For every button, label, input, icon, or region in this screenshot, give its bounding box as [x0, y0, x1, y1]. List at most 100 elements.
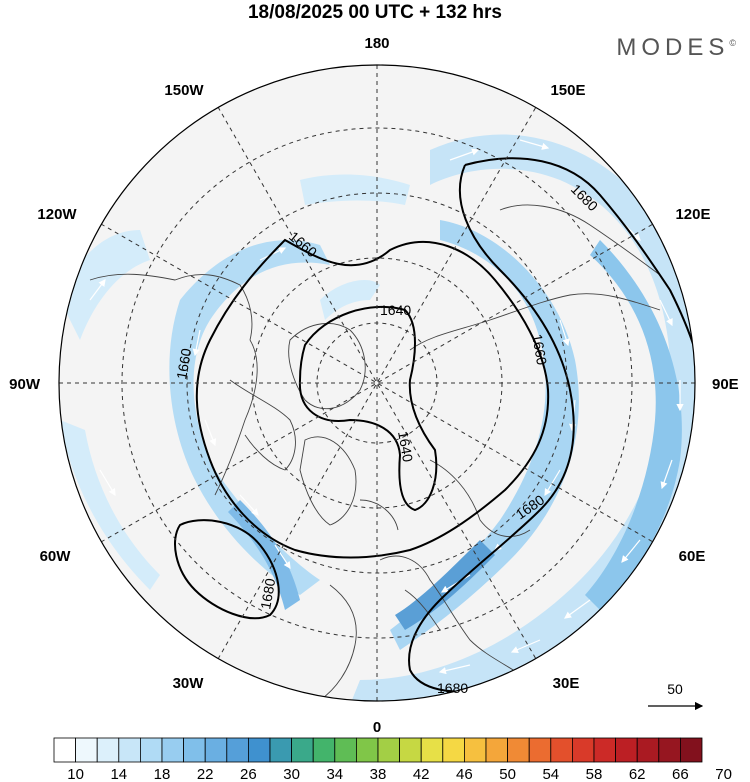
colorbar-box [96, 737, 120, 763]
contour-label: 1680 [437, 680, 468, 696]
wind-vector [510, 639, 541, 653]
contour-label: 1640 [380, 302, 411, 318]
wind-speed-shading [60, 134, 695, 701]
colorbar-box [572, 737, 595, 763]
colorbar-tick-label: 66 [672, 766, 689, 782]
colorbar-box [463, 737, 487, 763]
colorbar-box [183, 737, 206, 763]
colorbar-box [615, 737, 638, 763]
reference-vector: 50 [648, 681, 704, 711]
meridian-30w-150e [217, 106, 537, 660]
colorbar-tick-label: 54 [542, 766, 559, 782]
wind-vector [519, 139, 550, 150]
wind-vector [192, 329, 201, 357]
wind-vector [239, 494, 259, 516]
map-title: 18/08/2025 00 UTC + 132 hrs [247, 2, 503, 23]
colorbar-box [593, 737, 617, 763]
contour-1660 [195, 238, 550, 559]
lon-label-60e: 60E [679, 548, 706, 565]
wind-vector [99, 469, 116, 497]
colorbar-box [247, 737, 271, 763]
height-contours [174, 157, 695, 693]
coast-mediterranean [404, 589, 441, 631]
jet-core-atlantic [228, 500, 300, 610]
colorbar-tick-label: 10 [67, 766, 84, 782]
colorbar-tick-label: 30 [283, 766, 300, 782]
colorbar-box [442, 737, 465, 763]
meridian-150w-30e [217, 106, 537, 660]
colorbar-tick-label: 50 [499, 766, 516, 782]
colorbar-tick-label: 42 [413, 766, 430, 782]
coast-hudson-bay [229, 379, 296, 471]
wind-vector [660, 459, 673, 490]
contour-1680-south [408, 164, 575, 693]
colorbar-box [658, 737, 681, 763]
lon-label-60w: 60W [40, 548, 72, 565]
colorbar-boxes [53, 737, 703, 763]
colorbar-box [204, 737, 228, 763]
colorbar-box [334, 737, 357, 763]
lon-label-150e: 150E [550, 82, 585, 99]
colorbar-box [680, 737, 703, 763]
colorbar: 10 14 18 22 26 30 34 38 42 46 50 54 58 62 66 70 [53, 737, 732, 782]
contour-label: 1640 [395, 430, 416, 464]
coast-east-asia [499, 204, 661, 276]
wind-vector [564, 599, 591, 619]
coastlines [89, 204, 661, 701]
contour-1680-east [464, 157, 695, 411]
coast-iceland [359, 499, 399, 531]
brand-mark: © [729, 38, 736, 48]
colorbar-tick-label: 34 [326, 766, 343, 782]
latitude-circle [121, 127, 633, 639]
colorbar-box [399, 737, 422, 763]
wind-vector [449, 148, 480, 161]
brand-logo: MODES© [616, 34, 736, 62]
jet-band-arctic [300, 174, 410, 205]
contour-label: 1660 [529, 333, 550, 367]
colorbar-box [420, 737, 444, 763]
contour-label: 1680 [257, 577, 278, 611]
wind-vector [204, 419, 217, 447]
meridian-60w-120e [100, 223, 654, 543]
colorbar-tick-label: 22 [197, 766, 214, 782]
colorbar-tick-label: 46 [456, 766, 473, 782]
lon-label-90w: 90W [9, 376, 41, 393]
colorbar-tick-label: 62 [629, 766, 646, 782]
wind-vector [621, 539, 641, 563]
lon-label-30e: 30E [553, 675, 580, 692]
map-border [58, 64, 696, 702]
coast-iberia [319, 584, 357, 701]
reference-vector-label: 50 [667, 681, 683, 697]
colorbar-box [226, 737, 249, 763]
brand-name: MODES [616, 34, 730, 61]
graticule [59, 65, 695, 701]
lon-label-30w: 30W [173, 675, 205, 692]
wind-vector [438, 664, 471, 675]
colorbar-tick-label: 70 [715, 766, 732, 782]
colorbar-box [53, 737, 77, 763]
wind-vector [544, 469, 561, 497]
colorbar-box [139, 737, 163, 763]
colorbar-box [291, 737, 314, 763]
wind-vector [559, 319, 570, 347]
lon-label-150w: 150W [164, 82, 204, 99]
colorbar-tick-label: 58 [586, 766, 603, 782]
meridian-120w-60e [100, 223, 654, 543]
wind-vector [659, 299, 673, 327]
coast-europe [379, 555, 541, 691]
map-disc [59, 65, 695, 701]
colorbar-box [377, 737, 401, 763]
longitude-labels: 180 0 90W 90E 150W 120W 150E 120E 60W 30… [9, 35, 739, 736]
jet-band-southwest [60, 420, 160, 590]
coast-alaska [89, 273, 253, 341]
coast-scandinavia [429, 459, 531, 537]
colorbar-box [269, 737, 293, 763]
colorbar-tick-label: 18 [154, 766, 171, 782]
wind-vector [274, 544, 291, 570]
lon-label-120w: 120W [37, 206, 77, 223]
contour-label: 1660 [173, 347, 194, 381]
colorbar-box [528, 737, 552, 763]
colorbar-tick-label: 38 [370, 766, 387, 782]
colorbar-box [75, 737, 98, 763]
